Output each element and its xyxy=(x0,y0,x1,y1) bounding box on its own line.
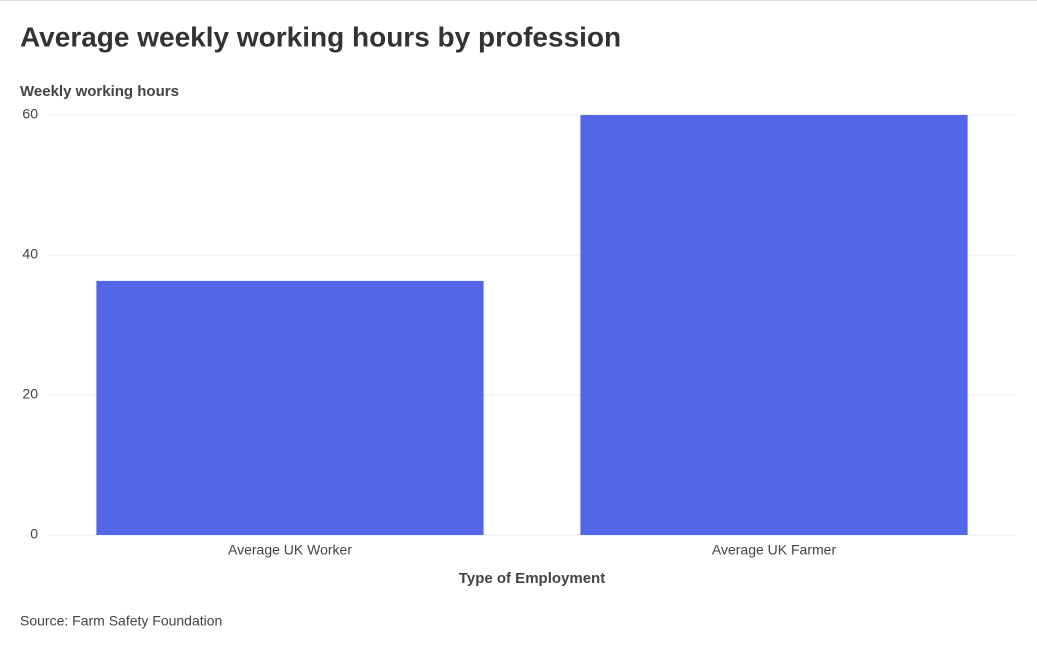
x-tick-label: Average UK Farmer xyxy=(712,542,837,558)
y-tick-label: 40 xyxy=(22,246,38,262)
x-tick-label: Average UK Worker xyxy=(228,542,352,558)
y-tick-label: 0 xyxy=(30,526,38,542)
source-note: Source: Farm Safety Foundation xyxy=(20,613,222,629)
y-tick-label: 20 xyxy=(22,386,38,402)
y-axis-title: Weekly working hours xyxy=(20,83,179,100)
bar xyxy=(580,115,968,535)
y-tick-label: 60 xyxy=(22,106,38,122)
chart-title: Average weekly working hours by professi… xyxy=(20,21,621,52)
x-axis-title: Type of Employment xyxy=(459,570,605,587)
bar xyxy=(96,280,484,535)
